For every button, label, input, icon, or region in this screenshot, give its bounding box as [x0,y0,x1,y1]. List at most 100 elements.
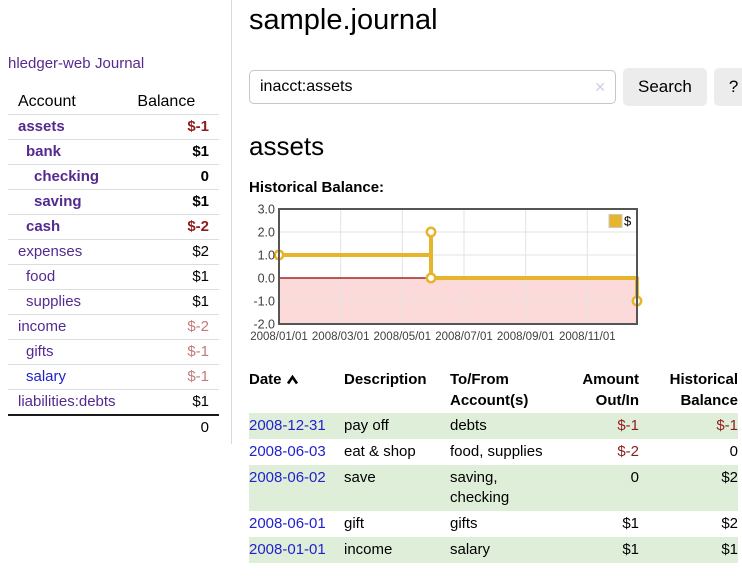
account-balance: $-1 [187,118,209,135]
transaction-amount: $1 [622,541,639,558]
transaction-description: gift [344,515,365,532]
svg-text:2008/05/01: 2008/05/01 [374,331,432,343]
account-balance: $-1 [187,343,209,360]
account-row: salary $-1 [8,365,219,390]
account-link-supplies[interactable]: supplies [26,293,82,310]
account-row: bank $1 [8,140,219,165]
register-header-row: Date Description To/From Account(s) Amou… [249,367,738,413]
account-link-assets[interactable]: assets [18,118,65,135]
account-balance: $-1 [187,368,209,385]
register-header-balance: Historical Balance [669,371,738,409]
account-balance: $1 [192,268,209,285]
svg-text:2008/03/01: 2008/03/01 [312,331,370,343]
search-button[interactable]: Search [623,68,707,106]
svg-text:1.0: 1.0 [258,249,275,263]
search-input[interactable] [249,70,616,104]
transaction-date-link[interactable]: 2008-01-01 [249,541,326,558]
account-balance: $1 [192,293,209,310]
register-header-tofrom: To/From Account(s) [450,371,529,409]
register-table: Date Description To/From Account(s) Amou… [249,367,738,563]
transaction-amount: $-2 [617,443,639,460]
transaction-accounts: debts [450,417,487,434]
register-row: 2008-06-01 gift gifts $1 $2 [249,511,738,537]
svg-text:-1.0: -1.0 [253,295,275,309]
svg-text:2008/11/01: 2008/11/01 [559,331,616,343]
register-row: 2008-01-01 income salary $1 $1 [249,537,738,563]
register-row: 2008-06-03 eat & shop food, supplies $-2… [249,439,738,465]
transaction-balance: $2 [721,515,738,532]
account-link-liabilities-debts[interactable]: liabilities:debts [18,393,116,410]
legend-swatch [608,214,623,228]
account-balance: $2 [192,243,209,260]
transaction-amount: $-1 [617,417,639,434]
transaction-amount: $1 [622,515,639,532]
account-balance: $-2 [187,218,209,235]
register-row: 2008-12-31 pay off debts $-1 $-1 [249,413,738,439]
account-row: income $-2 [8,315,219,340]
accounts-header-balance: Balance [137,93,196,110]
account-link-food[interactable]: food [26,268,56,285]
transaction-description: income [344,541,393,558]
transaction-accounts: food, supplies [450,443,543,460]
transaction-description: eat & shop [344,443,416,460]
account-link-income[interactable]: income [18,318,67,335]
svg-text:0.0: 0.0 [258,272,275,286]
account-row: liabilities:debts $1 [8,390,219,415]
hledger-web-app: hledger-web Journal Account Balance asse… [0,0,742,563]
legend-label: $ [624,214,632,229]
account-balance: $1 [192,193,209,210]
account-link-cash[interactable]: cash [26,218,61,235]
register-header-date[interactable]: Date [249,367,344,413]
transaction-date-link[interactable]: 2008-06-02 [249,469,326,486]
accounts-table: Account Balance assets $-1 bank $1 check… [8,90,219,440]
chart-border [278,208,638,325]
svg-text:-2.0: -2.0 [253,318,275,332]
account-row: expenses $2 [8,240,219,265]
account-row: checking 0 [8,165,219,190]
account-link-bank[interactable]: bank [26,143,62,160]
accounts-header-account: Account [18,93,76,110]
account-row: food $1 [8,265,219,290]
transaction-accounts: saving, checking [450,469,510,506]
search-help-button[interactable]: ? [713,68,742,106]
accounts-total-row: 0 [8,415,219,440]
svg-text:2008/01/01: 2008/01/01 [250,331,308,343]
register-header-amount: Amount Out/In [582,371,639,409]
transaction-balance: $-1 [716,417,738,434]
search-bar: ✕ Search ? [249,68,742,106]
account-row: gifts $-1 [8,340,219,365]
search-box: ✕ [249,70,616,104]
chart-legend: $ [608,214,632,229]
svg-text:2008/07/01: 2008/07/01 [435,331,493,343]
account-balance: $1 [192,393,209,410]
account-link-expenses[interactable]: expenses [18,243,83,260]
account-link-salary[interactable]: salary [26,368,67,385]
transaction-amount: 0 [630,469,639,486]
account-link-gifts[interactable]: gifts [26,343,54,360]
transaction-description: pay off [344,417,389,434]
account-row: saving $1 [8,190,219,215]
date-header-label: Date [249,371,282,388]
sidebar: hledger-web Journal Account Balance asse… [0,0,232,444]
chart-y-axis-labels: 3.0 2.0 1.0 0.0 -1.0 -2.0 [253,204,275,332]
accounts-total-value: 0 [200,419,209,436]
transaction-date-link[interactable]: 2008-06-03 [249,443,326,460]
account-balance: $-2 [187,318,209,335]
transaction-date-link[interactable]: 2008-06-01 [249,515,326,532]
account-link-saving[interactable]: saving [34,193,82,210]
account-heading: assets [249,131,325,161]
accounts-header-row: Account Balance [8,90,219,115]
register-row: 2008-06-02 save saving, checking 0 $2 [249,465,738,511]
app-title-link[interactable]: hledger-web [8,55,91,72]
svg-text:3.0: 3.0 [258,204,275,217]
balance-chart: $ 3.0 2.0 1.0 0.0 -1.0 -2.0 2008/01/01 2… [250,204,643,343]
transaction-date-link[interactable]: 2008-12-31 [249,417,326,434]
transaction-accounts: gifts [450,515,478,532]
account-balance: $1 [192,143,209,160]
transaction-accounts: salary [450,541,491,558]
transaction-balance: $1 [721,541,738,558]
account-link-checking[interactable]: checking [34,168,100,185]
sidebar-item-journal[interactable]: Journal [95,55,145,72]
svg-text:2008/09/01: 2008/09/01 [497,331,555,343]
clear-search-icon[interactable]: ✕ [594,79,606,95]
